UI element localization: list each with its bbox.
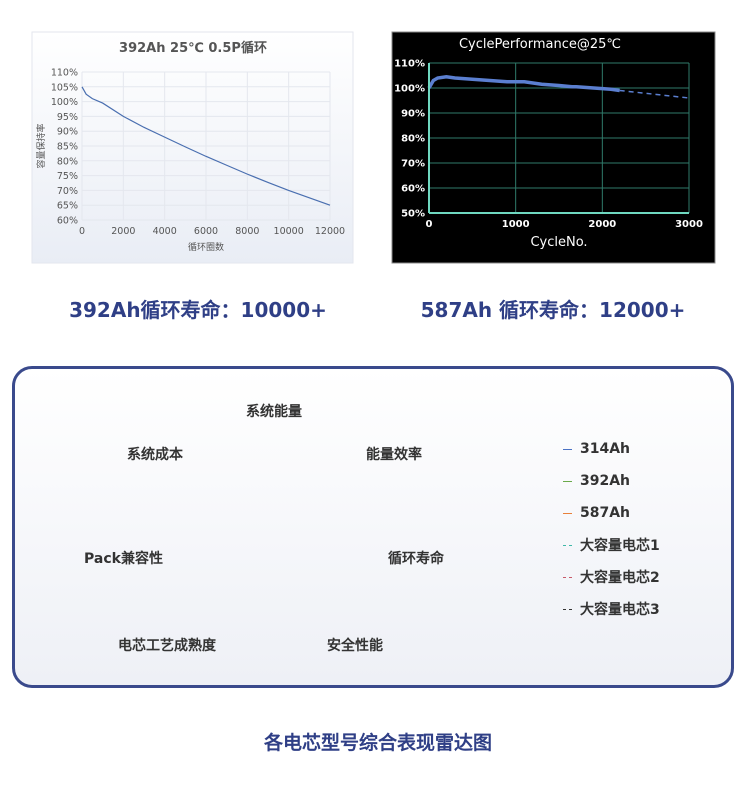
x-tick-label: 4000 — [153, 226, 177, 237]
x-tick-label: 10000 — [274, 226, 304, 237]
y-tick-label: 70% — [57, 186, 78, 197]
right-caption: 587Ah 循环寿命：12000+ — [420, 298, 686, 322]
legend-item[interactable]: 314Ah — [563, 433, 660, 465]
x-tick-label: 12000 — [315, 226, 345, 237]
legend-label: 392Ah — [580, 473, 631, 489]
radar-title: 各电芯型号综合表现雷达图 — [263, 732, 492, 754]
legend-item[interactable]: 大容量电芯1 — [563, 529, 660, 561]
series-line — [619, 89, 690, 99]
radar-axis-label: 安全性能 — [327, 638, 383, 654]
right-chart: 50% 60% 70% 80% 90% 100% 110% 0 1000 2000 3000 Cycl… — [394, 37, 703, 250]
y-tick-label: 85% — [57, 142, 78, 153]
legend-swatch — [563, 608, 572, 610]
y-tick-label: 95% — [57, 112, 78, 123]
x-tick-label: 0 — [79, 226, 85, 237]
legend-item[interactable]: 大容量电芯3 — [563, 593, 660, 625]
radar-axis-label: Pack兼容性 — [84, 551, 163, 567]
series-line — [81, 86, 331, 206]
radar-panel — [12, 366, 734, 688]
legend-label: 大容量电芯1 — [580, 538, 660, 554]
x-axis-label: CycleNo. — [530, 235, 587, 250]
y-tick-label: 105% — [51, 82, 78, 93]
y-tick-label: 100% — [394, 84, 425, 95]
legend-swatch — [563, 480, 572, 482]
legend-swatch — [563, 512, 572, 514]
left-chart-bg — [31, 31, 354, 264]
x-tick-label: 1000 — [502, 219, 530, 230]
y-tick-label: 60% — [57, 216, 78, 227]
legend-label: 314Ah — [580, 441, 631, 457]
legend-label: 大容量电芯3 — [580, 602, 660, 618]
x-axis-label: 循环圈数 — [188, 241, 224, 253]
radar-axis-label: 系统能量 — [246, 404, 302, 420]
radar-axis-label: 能量效率 — [366, 447, 422, 463]
legend-swatch — [563, 544, 572, 546]
legend-item[interactable]: 587Ah — [563, 497, 660, 529]
legend-label: 大容量电芯2 — [580, 570, 660, 586]
right-chart-bg — [391, 31, 716, 264]
x-tick-label: 3000 — [675, 219, 703, 230]
y-tick-label: 110% — [51, 68, 78, 79]
left-chart: 60% 65% 70% 75% 80% 85% 90% 95% 100% 105% 110% 0 200… — [35, 40, 345, 253]
y-tick-label: 65% — [57, 201, 78, 212]
y-tick-label: 75% — [57, 171, 78, 182]
y-tick-label: 100% — [51, 97, 78, 108]
chart-title: CyclePerformance@25℃ — [459, 37, 621, 52]
x-tick-label: 2000 — [111, 226, 135, 237]
y-axis-label: 容量保持率 — [35, 123, 47, 168]
legend-swatch — [563, 576, 572, 578]
x-tick-label: 6000 — [194, 226, 218, 237]
legend-swatch — [563, 448, 572, 450]
radar-axis-label: 循环寿命 — [388, 551, 444, 567]
y-tick-label: 60% — [401, 184, 425, 195]
x-tick-label: 8000 — [235, 226, 259, 237]
legend-label: 587Ah — [580, 505, 631, 521]
x-tick-label: 2000 — [588, 219, 616, 230]
chart-title: 392Ah 25℃ 0.5P循环 — [119, 40, 267, 56]
radar-legend: 314Ah 392Ah 587Ah 大容量电芯1 大容量电芯2 大容量电芯3 — [563, 433, 660, 625]
y-tick-label: 110% — [394, 59, 425, 70]
left-caption: 392Ah循环寿命：10000+ — [69, 298, 327, 322]
y-tick-label: 90% — [57, 127, 78, 138]
legend-item[interactable]: 392Ah — [563, 465, 660, 497]
y-tick-label: 80% — [401, 134, 425, 145]
series-line — [427, 74, 620, 93]
y-tick-label: 70% — [401, 159, 425, 170]
x-tick-label: 0 — [426, 219, 433, 230]
y-tick-label: 50% — [401, 209, 425, 220]
y-tick-label: 80% — [57, 156, 78, 167]
radar-axis-label: 系统成本 — [127, 447, 183, 463]
legend-item[interactable]: 大容量电芯2 — [563, 561, 660, 593]
radar-axis-label: 电芯工艺成熟度 — [118, 638, 216, 654]
y-tick-label: 90% — [401, 109, 425, 120]
